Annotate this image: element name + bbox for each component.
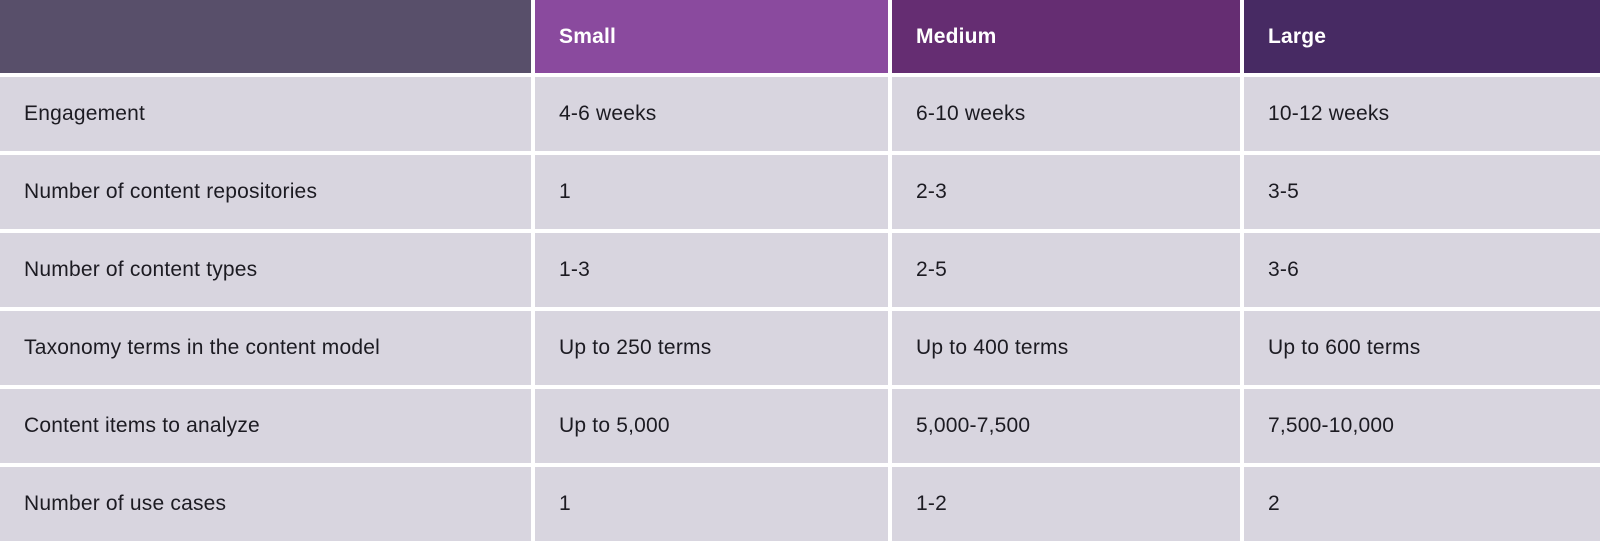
cell-small: 1-3 [535, 233, 888, 307]
row-label: Content items to analyze [0, 389, 531, 463]
row-label: Number of content types [0, 233, 531, 307]
row-label: Number of content repositories [0, 155, 531, 229]
cell-large: 7,500-10,000 [1244, 389, 1600, 463]
cell-large: 3-6 [1244, 233, 1600, 307]
cell-large: Up to 600 terms [1244, 311, 1600, 385]
table-row: Number of content repositories 1 2-3 3-5 [0, 155, 1600, 229]
header-cell-blank [0, 0, 531, 73]
table-row: Taxonomy terms in the content model Up t… [0, 311, 1600, 385]
table-row: Number of content types 1-3 2-5 3-6 [0, 233, 1600, 307]
header-cell-medium: Medium [892, 0, 1240, 73]
cell-large: 2 [1244, 467, 1600, 541]
cell-medium: 5,000-7,500 [892, 389, 1240, 463]
row-label: Engagement [0, 77, 531, 151]
cell-small: 4-6 weeks [535, 77, 888, 151]
cell-large: 10-12 weeks [1244, 77, 1600, 151]
header-cell-large: Large [1244, 0, 1600, 73]
cell-medium: 1-2 [892, 467, 1240, 541]
table-header-row: Small Medium Large [0, 0, 1600, 73]
table-row: Number of use cases 1 1-2 2 [0, 467, 1600, 541]
cell-small: 1 [535, 155, 888, 229]
cell-medium: 2-5 [892, 233, 1240, 307]
cell-small: 1 [535, 467, 888, 541]
row-label: Number of use cases [0, 467, 531, 541]
cell-medium: 2-3 [892, 155, 1240, 229]
cell-medium: 6-10 weeks [892, 77, 1240, 151]
cell-small: Up to 5,000 [535, 389, 888, 463]
table-row: Content items to analyze Up to 5,000 5,0… [0, 389, 1600, 463]
table-row: Engagement 4-6 weeks 6-10 weeks 10-12 we… [0, 77, 1600, 151]
header-cell-small: Small [535, 0, 888, 73]
cell-large: 3-5 [1244, 155, 1600, 229]
cell-medium: Up to 400 terms [892, 311, 1240, 385]
cell-small: Up to 250 terms [535, 311, 888, 385]
row-label: Taxonomy terms in the content model [0, 311, 531, 385]
